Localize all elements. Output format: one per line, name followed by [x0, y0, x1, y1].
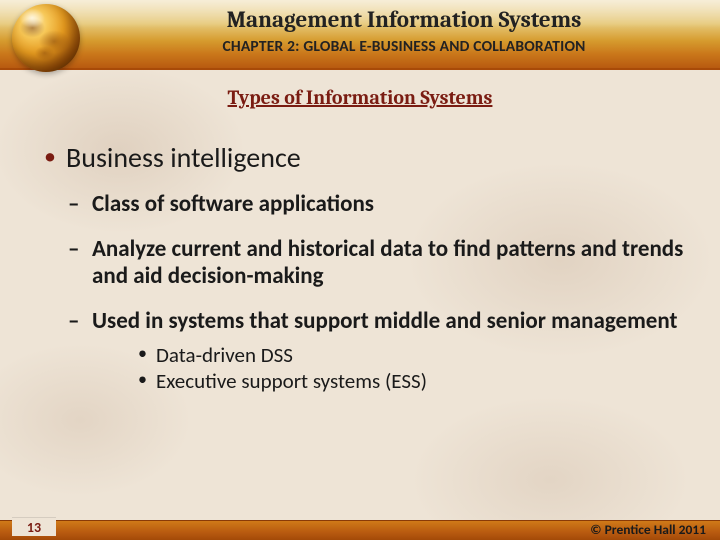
globe-icon	[12, 4, 80, 72]
slide: Management Information Systems CHAPTER 2…	[0, 0, 720, 540]
content-area: Business intelligence Class of software …	[40, 140, 690, 412]
section-title: Types of Information Systems	[0, 86, 720, 109]
bullet-text: Class of software applications	[92, 190, 374, 218]
list-item: Executive support systems (ESS)	[136, 368, 690, 394]
copyright-text: © Prentice Hall 2011	[590, 521, 706, 538]
header-bar: Management Information Systems CHAPTER 2…	[0, 0, 720, 70]
list-item: Used in systems that support middle and …	[66, 308, 690, 394]
title-block: Management Information Systems CHAPTER 2…	[108, 6, 700, 56]
bullet-text: Executive support systems (ESS)	[156, 368, 427, 394]
list-item: Data-driven DSS	[136, 342, 690, 368]
bullet-text: Business intelligence	[66, 140, 301, 175]
list-item: Business intelligence Class of software …	[40, 140, 690, 394]
main-title: Management Information Systems	[108, 6, 700, 33]
chapter-subtitle: CHAPTER 2: GLOBAL E-BUSINESS AND COLLABO…	[108, 37, 700, 56]
footer-bar: © Prentice Hall 2011	[0, 520, 720, 540]
bullet-list-lvl2: Class of software applications Analyze c…	[66, 191, 690, 394]
bullet-text: Analyze current and historical data to f…	[92, 235, 683, 290]
list-item: Class of software applications	[66, 191, 690, 218]
list-item: Analyze current and historical data to f…	[66, 236, 690, 290]
bullet-text: Data-driven DSS	[156, 342, 293, 368]
bullet-list-lvl1: Business intelligence Class of software …	[40, 140, 690, 394]
bullet-list-lvl3: Data-driven DSS Executive support system…	[136, 342, 690, 395]
bullet-text: Used in systems that support middle and …	[92, 307, 677, 335]
page-number: 13	[12, 517, 56, 536]
